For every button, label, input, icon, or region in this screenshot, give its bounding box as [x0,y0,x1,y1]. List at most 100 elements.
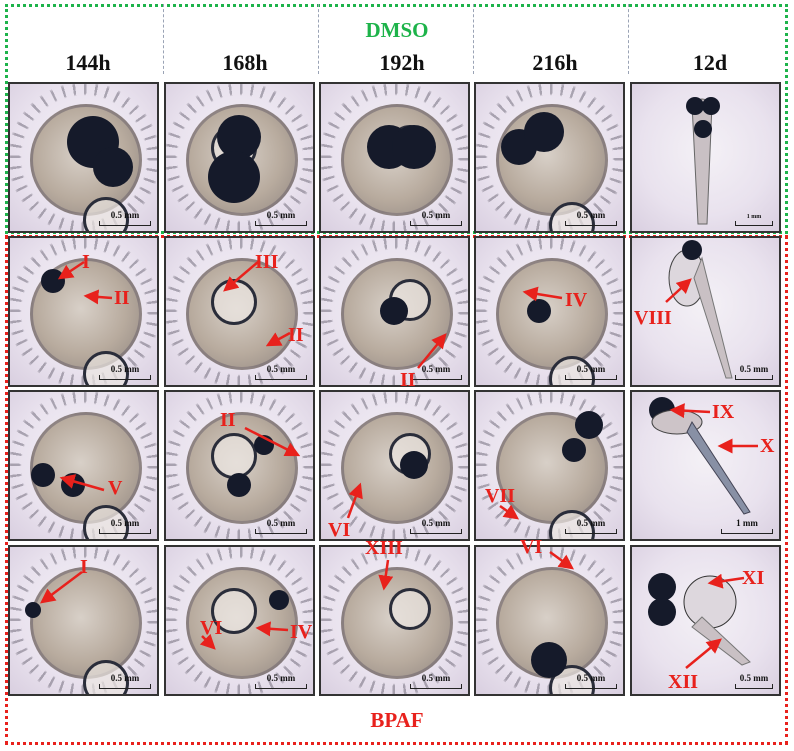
micrograph-bpaf-144h: 0.5 mm [8,236,159,387]
annotation-VI: VI [328,519,351,541]
annotation-VI: VI [520,536,543,558]
scale-bar-label: 0.5 mm [421,518,451,528]
larva [686,97,720,225]
micrograph-bpaf-216h: 0.5 mm [474,390,625,541]
divider [473,4,474,74]
eye [208,151,260,203]
oil-droplet [549,510,595,539]
micrograph-bpaf-12d: 0.5 mm [630,236,781,387]
micrograph-dmso-192h: 0.5 mm [319,82,470,233]
dmso-label: DMSO [365,18,429,42]
column-header-12d: 12d [692,50,728,75]
embryo [496,258,608,385]
scale-bar-label: 0.5 mm [576,364,606,374]
embryo [496,104,608,231]
annotation-II: II [400,369,416,391]
annotation-VII: VII [485,485,516,507]
eye [392,125,436,169]
annotation-XIII: XIII [365,537,403,559]
micrograph-bpaf-192h: 0.5 mm [319,545,470,696]
micrograph-dmso-168h: 0.5 mm [164,82,315,233]
scale-bar-label: 0.5 mm [739,673,769,683]
embryo [496,567,608,694]
scale-bar: 0.5 mm [565,364,617,380]
annotation-XI: XI [742,567,765,589]
annotation-arrow [669,403,711,419]
annotation-II: II [220,409,236,431]
embryo [341,567,453,679]
annotation-I: I [82,251,90,273]
micrograph-bpaf-12d: 1 mm [630,390,781,541]
micrograph-dmso-216h: 0.5 mm [474,82,625,233]
oil-droplet [211,433,257,479]
micrograph-bpaf-192h: 0.5 mm [319,236,470,387]
scale-bar-label: 0.5 mm [266,364,296,374]
annotation-II: II [288,324,304,346]
eye [562,438,586,462]
scale-bar: 0.5 mm [735,364,773,380]
scale-bar-label: 1 mm [736,518,758,528]
column-header-192h: 192h [379,50,425,75]
embryo [30,258,142,385]
scale-bar: 0.5 mm [99,673,151,689]
bpaf-label: BPAF [370,708,424,732]
embryo [341,258,453,370]
annotation-arrow [244,426,301,457]
scale-bar: 0.5 mm [410,210,462,226]
eye [531,642,567,678]
micrograph-bpaf-216h: 0.5 mm [474,236,625,387]
annotation-VIII: VIII [634,307,672,329]
eye [527,299,551,323]
annotation-arrow [346,482,363,519]
scale-bar: 0.5 mm [410,364,462,380]
scale-bar: 0.5 mm [410,518,462,534]
scale-bar-label: 0.5 mm [421,673,451,683]
scale-bar-label: 0.5 mm [576,210,606,220]
annotation-arrow [685,638,722,669]
annotation-arrow [57,260,85,280]
annotation-IV: IV [290,621,313,643]
column-header-216h: 216h [532,50,578,75]
scale-bar-label: 0.5 mm [576,518,606,528]
annotation-arrow [549,550,575,570]
micrograph-bpaf-168h: 0.5 mm [164,545,315,696]
annotation-arrow [59,474,105,492]
annotation-arrow [223,261,259,292]
column-header-144h: 144h [65,50,111,75]
embryo [25,567,142,694]
embryo [341,412,453,524]
scale-bar: 0.5 mm [99,518,151,534]
scale-bar-label: 0.5 mm [110,364,140,374]
eye [25,602,41,618]
micrograph-bpaf-144h: 0.5 mm [8,390,159,541]
scale-bar: 0.5 mm [735,673,773,689]
annotation-arrow [378,559,394,591]
embryo [186,258,298,370]
embryo [30,412,142,539]
oil-droplet [211,588,257,634]
annotation-arrow [707,573,745,589]
eye [575,411,603,439]
micrograph-dmso-12d: 1 mm [630,82,781,233]
scale-bar: 0.5 mm [565,518,617,534]
scale-bar: 0.5 mm [99,210,151,226]
micrograph-bpaf-192h: 0.5 mm [319,390,470,541]
embryo [341,104,453,216]
scale-bar-label: 0.5 mm [110,210,140,220]
micrograph-dmso-144h: 0.5 mm [8,82,159,233]
scale-bar: 0.5 mm [565,210,617,226]
annotation-arrow [255,621,289,637]
scale-bar-label: 0.5 mm [576,673,606,683]
embryo [30,104,142,231]
scale-bar-label: 0.5 mm [421,210,451,220]
eye [400,451,428,479]
embryo [186,104,298,216]
annotation-arrow [499,504,520,520]
annotation-IV: IV [565,289,588,311]
annotation-arrow [417,333,447,369]
scale-bar-label: 0.5 mm [110,673,140,683]
annotation-arrow [522,286,563,302]
scale-bar-label: 0.5 mm [739,364,769,374]
scale-bar: 0.5 mm [255,673,307,689]
